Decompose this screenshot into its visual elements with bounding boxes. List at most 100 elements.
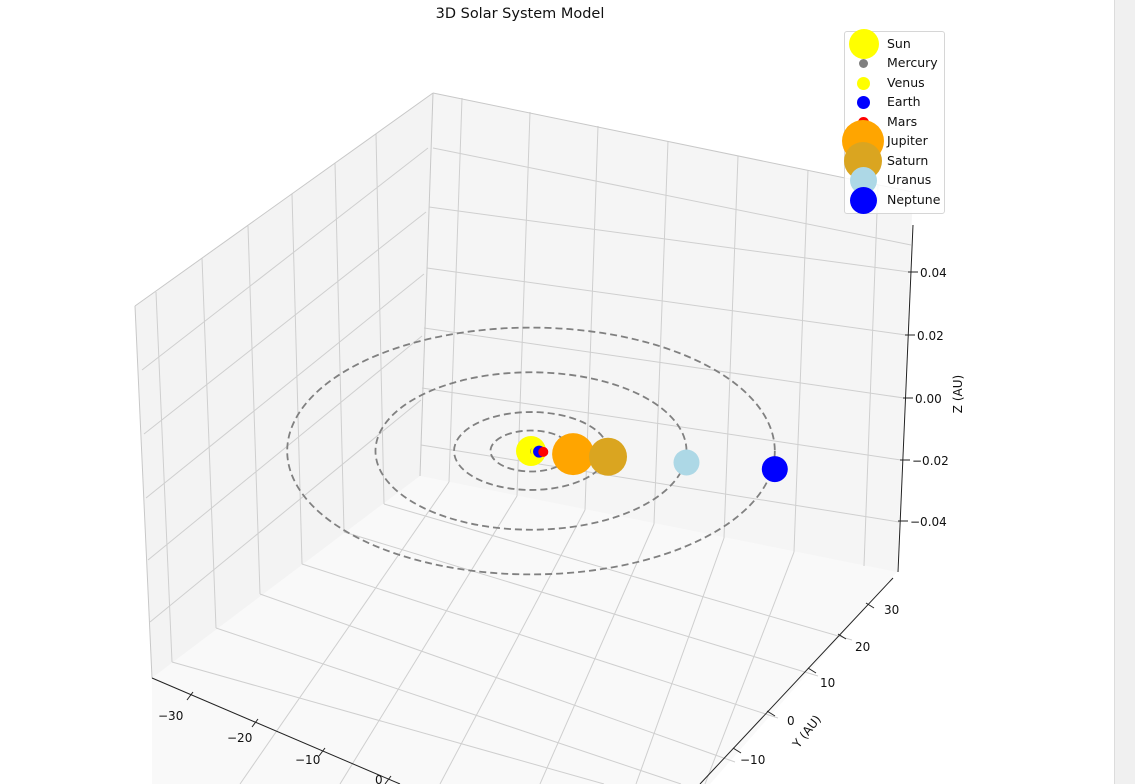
grid-floor-12 bbox=[704, 551, 795, 784]
legend-label: Mars bbox=[887, 114, 918, 129]
grid-left-v3 bbox=[247, 225, 261, 595]
grid-floor-11 bbox=[635, 537, 725, 784]
vertical-scrollbar[interactable] bbox=[1114, 0, 1135, 784]
legend-item-earth: Earth bbox=[845, 92, 944, 112]
grid-right-v7 bbox=[863, 184, 879, 567]
axes-edges bbox=[134, 92, 914, 679]
planet-jupiter bbox=[552, 433, 595, 476]
legend-label: Uranus bbox=[887, 172, 932, 187]
orbit-medium bbox=[453, 411, 609, 491]
edge-left-vertical bbox=[134, 305, 153, 679]
y-tick-label: 10 bbox=[820, 676, 835, 690]
y-tick-mark bbox=[766, 710, 776, 717]
legend-label: Sun bbox=[887, 36, 911, 51]
grid-right-h5 bbox=[421, 387, 902, 461]
grid-left-v6 bbox=[375, 133, 385, 505]
x-tick-label: −20 bbox=[227, 731, 252, 745]
planet-markers bbox=[516, 433, 788, 483]
grid-right-h4 bbox=[423, 327, 905, 399]
y-tick-mark bbox=[732, 747, 742, 754]
grid-floor-10 bbox=[539, 523, 655, 784]
legend-label: Saturn bbox=[887, 153, 929, 168]
y-tick-label: 0 bbox=[787, 714, 795, 728]
legend-label: Venus bbox=[887, 75, 925, 90]
z-tick-label: 0.00 bbox=[915, 392, 942, 406]
grid-left-v1 bbox=[155, 291, 173, 663]
back-pane-left bbox=[135, 93, 433, 678]
grid-left-h5 bbox=[149, 399, 422, 623]
planet-mars bbox=[538, 446, 549, 457]
legend-marker-venus bbox=[857, 77, 870, 90]
planet-saturn bbox=[589, 437, 627, 476]
grid-right-h2 bbox=[428, 206, 910, 273]
legend-marker-earth bbox=[857, 96, 870, 109]
y-axis-line bbox=[699, 577, 894, 784]
y-tick-mark bbox=[807, 667, 817, 674]
legend-label: Neptune bbox=[887, 192, 941, 207]
x-tick-label: −10 bbox=[295, 753, 320, 767]
legend-label: Earth bbox=[887, 94, 921, 109]
grid-right-v6 bbox=[793, 169, 809, 553]
orbit-outer bbox=[286, 326, 776, 576]
z-tick-label: −0.02 bbox=[912, 454, 949, 468]
floor-pane bbox=[152, 476, 897, 784]
legend-label: Jupiter bbox=[887, 133, 928, 148]
grid-right-v4 bbox=[653, 140, 669, 525]
y-tick-mark bbox=[837, 633, 847, 640]
grid-left-v5 bbox=[334, 162, 345, 533]
edge-back-vertical bbox=[419, 92, 434, 477]
grid-right-h3 bbox=[426, 267, 907, 336]
grid-floor-6 bbox=[383, 503, 853, 641]
planet-uranus bbox=[673, 449, 700, 476]
x-axis-line bbox=[151, 677, 401, 784]
grid-floor-3 bbox=[259, 593, 736, 763]
edge-top-left bbox=[134, 92, 434, 307]
grid-floor-7 bbox=[239, 481, 450, 784]
legend-item-sun: Sun bbox=[845, 29, 944, 59]
legend-item-mercury: Mercury bbox=[845, 53, 944, 73]
z-tick-label: −0.04 bbox=[910, 515, 947, 529]
grid-floor-1 bbox=[171, 661, 605, 784]
x-tick-label: 0 bbox=[375, 773, 383, 784]
legend-item-neptune: Neptune bbox=[845, 187, 944, 214]
x-tick-label: −30 bbox=[158, 709, 183, 723]
grid-left-h3 bbox=[145, 273, 425, 499]
grid-floor-5 bbox=[343, 531, 819, 677]
y-tick-label: 20 bbox=[855, 640, 870, 654]
legend-marker-mercury bbox=[859, 59, 868, 68]
x-tick-mark bbox=[318, 747, 326, 757]
legend-item-venus: Venus bbox=[845, 73, 944, 93]
legend-marker-neptune bbox=[850, 187, 877, 214]
grid-right-v5 bbox=[723, 155, 739, 539]
z-axis-label: Z (AU) bbox=[951, 375, 965, 413]
y-tick-mark bbox=[865, 602, 875, 609]
y-ticks bbox=[732, 602, 875, 754]
grid-floor-8 bbox=[339, 495, 518, 784]
x-tick-mark bbox=[251, 718, 259, 728]
x-tick-mark bbox=[384, 775, 392, 784]
grid-left-v2 bbox=[201, 257, 217, 629]
grid-floor-9 bbox=[439, 509, 586, 784]
planet-neptune bbox=[761, 456, 788, 483]
grid-left-h4 bbox=[147, 335, 423, 561]
z-tick-label: 0.04 bbox=[920, 266, 947, 280]
legend-marker-sun bbox=[849, 29, 879, 59]
edge-top-right bbox=[432, 92, 914, 193]
grid-lines bbox=[141, 97, 912, 784]
y-tick-label: −10 bbox=[740, 753, 765, 767]
x-ticks bbox=[186, 691, 392, 784]
grid-right-v1 bbox=[448, 97, 463, 483]
grid-floor-2 bbox=[215, 627, 682, 784]
grid-right-h6 bbox=[420, 444, 900, 523]
y-tick-label: 30 bbox=[884, 603, 899, 617]
chart-legend: Sun Mercury Venus Earth Mars Jupiter Sat… bbox=[842, 29, 945, 214]
chart-title: 3D Solar System Model bbox=[436, 6, 605, 22]
z-ticks bbox=[898, 271, 918, 522]
z-tick-label: 0.02 bbox=[917, 329, 944, 343]
grid-left-h2 bbox=[143, 211, 427, 435]
grid-right-h1 bbox=[432, 147, 912, 246]
grid-left-h1 bbox=[141, 147, 429, 371]
grid-left-v4 bbox=[291, 193, 303, 565]
legend-label: Mercury bbox=[887, 55, 938, 70]
